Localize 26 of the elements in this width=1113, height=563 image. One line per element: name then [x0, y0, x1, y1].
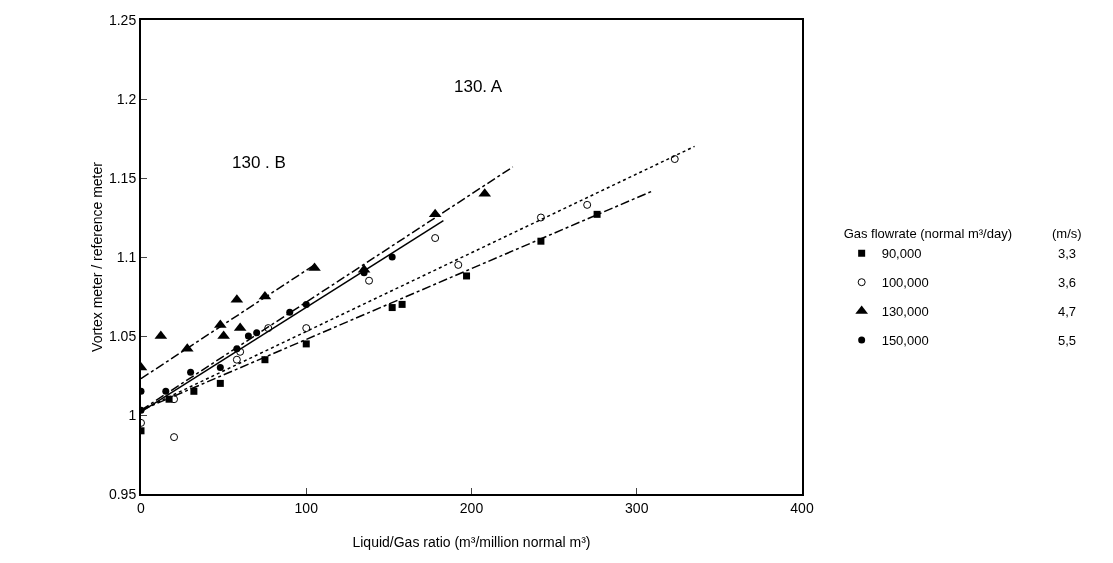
- x-tick-label: 0: [137, 499, 146, 516]
- text: (m/s): [1052, 226, 1082, 241]
- legend-label: 130,000: [881, 304, 929, 320]
- x-tick-label: 400: [790, 499, 814, 516]
- x-tick-label: 300: [625, 499, 649, 516]
- y-tick-label: 1.05: [108, 327, 137, 344]
- y-axis-title: Vortex meter / reference meter: [89, 161, 105, 352]
- legend-label: 90,000: [881, 246, 922, 262]
- text: 5,5: [1058, 333, 1077, 348]
- y-tick-label: 1: [128, 406, 137, 423]
- y-tick-label: 0.95: [108, 485, 137, 502]
- y-tick-label: 1.15: [108, 169, 137, 186]
- text: 3,3: [1058, 246, 1077, 261]
- annotation: 130. A: [454, 77, 503, 96]
- text: 3,6: [1058, 275, 1077, 290]
- x-tick-label: 100: [294, 499, 319, 516]
- y-tick-label: 1.2: [116, 90, 137, 107]
- legend-label: 100,000: [881, 275, 929, 291]
- y-tick-label: 1.25: [108, 11, 137, 28]
- x-axis-title: Liquid/Gas ratio (m³/million normal m³): [352, 534, 591, 550]
- x-tick-label: 200: [459, 499, 484, 516]
- legend-label: 150,000: [881, 333, 929, 349]
- legend-title: Gas flowrate (normal m³/day): [843, 226, 1012, 242]
- y-tick-label: 1.1: [116, 248, 137, 265]
- text: 4,7: [1058, 304, 1077, 319]
- annotation: 130 . B: [232, 153, 286, 172]
